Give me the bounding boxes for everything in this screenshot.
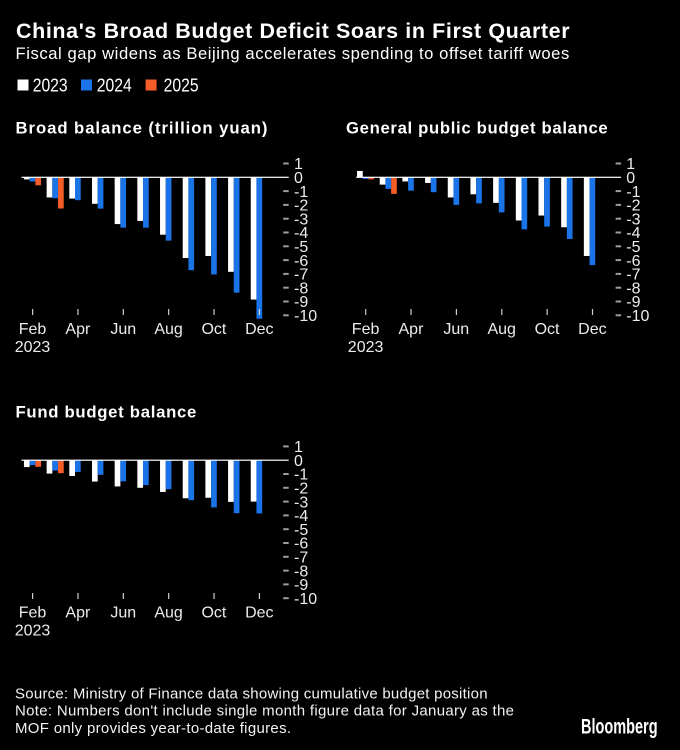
- svg-text:-2: -2: [294, 198, 308, 215]
- svg-text:Dec: Dec: [245, 321, 273, 338]
- svg-text:-9: -9: [626, 294, 640, 311]
- svg-text:-6: -6: [294, 536, 308, 553]
- svg-text:Jun: Jun: [110, 321, 136, 338]
- svg-text:-9: -9: [294, 294, 308, 311]
- svg-text:Jun: Jun: [443, 321, 469, 338]
- svg-text:-9: -9: [294, 577, 308, 594]
- svg-text:Broad balance (trillion yuan): Broad balance (trillion yuan): [16, 119, 269, 138]
- svg-text:2023: 2023: [15, 339, 51, 356]
- svg-text:2025: 2025: [164, 74, 199, 96]
- svg-text:2023: 2023: [15, 623, 51, 640]
- svg-text:-4: -4: [294, 225, 308, 242]
- svg-text:Aug: Aug: [154, 321, 182, 338]
- svg-text:Source: Ministry of Finance da: Source: Ministry of Finance data showing…: [15, 686, 488, 703]
- svg-text:Oct: Oct: [535, 321, 560, 338]
- svg-text:China's Broad Budget Deficit S: China's Broad Budget Deficit Soars in Fi…: [16, 19, 570, 43]
- svg-text:-1: -1: [294, 184, 308, 201]
- svg-text:-4: -4: [294, 508, 308, 525]
- svg-text:-4: -4: [626, 225, 640, 242]
- svg-text:0: 0: [294, 170, 303, 187]
- svg-text:-6: -6: [626, 253, 640, 270]
- svg-text:Fiscal gap widens as Beijing a: Fiscal gap widens as Beijing accelerates…: [16, 44, 570, 63]
- svg-text:1: 1: [294, 156, 303, 173]
- svg-text:-3: -3: [294, 211, 308, 228]
- svg-text:-6: -6: [294, 253, 308, 270]
- svg-text:-10: -10: [294, 308, 317, 325]
- svg-text:Fund budget balance: Fund budget balance: [16, 403, 197, 422]
- svg-text:-10: -10: [626, 308, 649, 325]
- svg-text:Oct: Oct: [201, 321, 226, 338]
- svg-text:2023: 2023: [33, 74, 68, 96]
- svg-text:Apr: Apr: [65, 321, 91, 338]
- svg-text:-3: -3: [626, 211, 640, 228]
- svg-text:-8: -8: [626, 280, 640, 297]
- svg-text:-1: -1: [294, 467, 308, 484]
- svg-text:Dec: Dec: [245, 605, 273, 622]
- svg-text:1: 1: [626, 156, 635, 173]
- svg-text:Bloomberg: Bloomberg: [581, 714, 658, 739]
- svg-text:-10: -10: [294, 591, 317, 608]
- svg-text:0: 0: [626, 170, 635, 187]
- svg-text:1: 1: [294, 439, 303, 456]
- svg-text:General public budget balance: General public budget balance: [346, 119, 608, 138]
- svg-text:Note: Numbers don't include si: Note: Numbers don't include single month…: [15, 703, 514, 720]
- svg-text:-5: -5: [626, 239, 640, 256]
- svg-text:Feb: Feb: [19, 321, 47, 338]
- svg-text:-5: -5: [294, 522, 308, 539]
- svg-text:-2: -2: [626, 198, 640, 215]
- svg-text:Feb: Feb: [19, 605, 47, 622]
- svg-text:Dec: Dec: [578, 321, 606, 338]
- svg-text:0: 0: [294, 453, 303, 470]
- svg-text:Aug: Aug: [487, 321, 515, 338]
- svg-text:Aug: Aug: [154, 605, 182, 622]
- svg-text:Jun: Jun: [110, 605, 136, 622]
- svg-text:Apr: Apr: [65, 605, 91, 622]
- svg-text:2023: 2023: [348, 339, 384, 356]
- svg-text:MOF only provides year-to-date: MOF only provides year-to-date figures.: [15, 720, 291, 737]
- svg-text:-7: -7: [294, 550, 308, 567]
- svg-text:-2: -2: [294, 481, 308, 498]
- svg-text:Feb: Feb: [352, 321, 380, 338]
- svg-text:-1: -1: [626, 184, 640, 201]
- svg-text:-7: -7: [294, 267, 308, 284]
- svg-text:Apr: Apr: [399, 321, 425, 338]
- svg-text:-3: -3: [294, 494, 308, 511]
- svg-text:-5: -5: [294, 239, 308, 256]
- svg-text:Oct: Oct: [201, 605, 226, 622]
- svg-text:2024: 2024: [97, 74, 132, 96]
- svg-text:-8: -8: [294, 280, 308, 297]
- svg-text:-8: -8: [294, 563, 308, 580]
- svg-text:-7: -7: [626, 267, 640, 284]
